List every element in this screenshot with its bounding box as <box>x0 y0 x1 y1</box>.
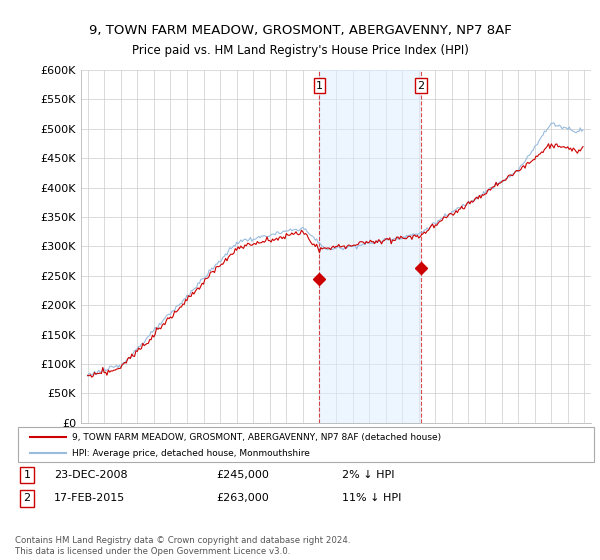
Text: Contains HM Land Registry data © Crown copyright and database right 2024.
This d: Contains HM Land Registry data © Crown c… <box>15 536 350 556</box>
Text: 2: 2 <box>417 81 424 91</box>
Text: 2% ↓ HPI: 2% ↓ HPI <box>342 470 395 480</box>
Text: 23-DEC-2008: 23-DEC-2008 <box>54 470 128 480</box>
Text: 9, TOWN FARM MEADOW, GROSMONT, ABERGAVENNY, NP7 8AF: 9, TOWN FARM MEADOW, GROSMONT, ABERGAVEN… <box>89 24 511 38</box>
Text: Price paid vs. HM Land Registry's House Price Index (HPI): Price paid vs. HM Land Registry's House … <box>131 44 469 57</box>
Text: HPI: Average price, detached house, Monmouthshire: HPI: Average price, detached house, Monm… <box>72 449 310 458</box>
Text: 2: 2 <box>23 493 31 503</box>
Text: 17-FEB-2015: 17-FEB-2015 <box>54 493 125 503</box>
Text: 9, TOWN FARM MEADOW, GROSMONT, ABERGAVENNY, NP7 8AF (detached house): 9, TOWN FARM MEADOW, GROSMONT, ABERGAVEN… <box>72 432 441 441</box>
Text: £245,000: £245,000 <box>216 470 269 480</box>
Text: 1: 1 <box>23 470 31 480</box>
Text: £263,000: £263,000 <box>216 493 269 503</box>
Text: 1: 1 <box>316 81 323 91</box>
Text: 11% ↓ HPI: 11% ↓ HPI <box>342 493 401 503</box>
